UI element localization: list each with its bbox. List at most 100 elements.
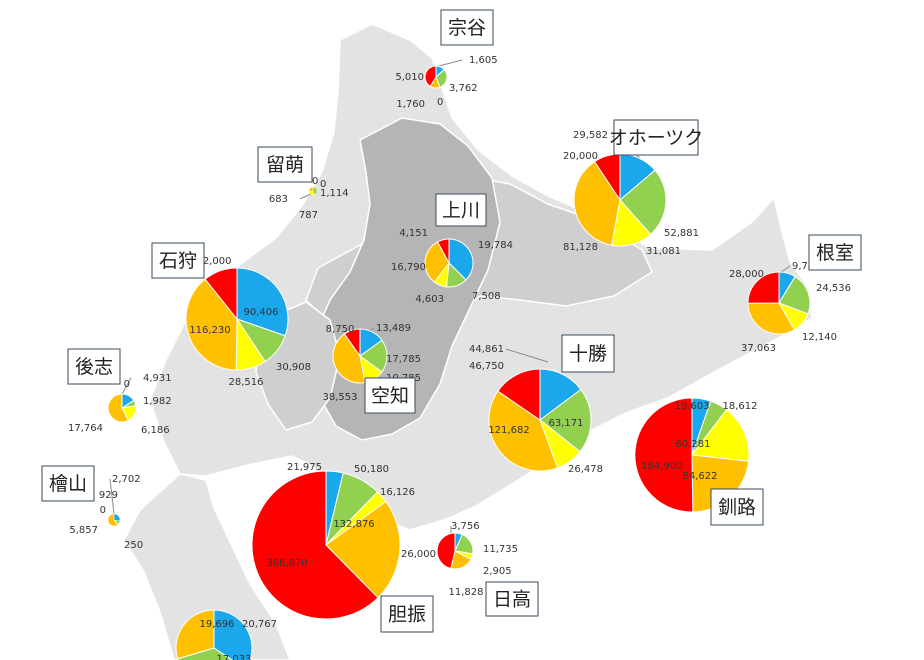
- region-name-hiyama: 檜山: [49, 472, 87, 495]
- slice-nemuro-green: [778, 275, 811, 315]
- leader-line-shiribeshi-0: [121, 377, 132, 395]
- slice-sorachi-red: [343, 328, 361, 358]
- value-label-hidaka-yellow: 2,905: [483, 566, 512, 577]
- pie-shiribeshi: 4,931 1,982 6,186 17,764 0 後志: [67, 348, 172, 436]
- region-label-box-rumoi: [257, 146, 313, 183]
- region-label-box-sorachi: [364, 377, 416, 414]
- value-label-iburi-orange: 132,876: [333, 519, 374, 530]
- value-label-rumoi-blue: 0: [320, 179, 326, 190]
- value-label-iburi-yellow: 16,126: [380, 487, 415, 498]
- region-name-sorachi: 空知: [371, 385, 409, 407]
- slice-hiyama-orange: [107, 513, 118, 527]
- value-label-kushiro-green: 18,612: [723, 401, 758, 412]
- slice-okhotsk-green: [619, 169, 667, 236]
- leader-line-soya-0: [438, 59, 463, 67]
- slice-tokachi-green: [539, 388, 592, 453]
- value-label-sorachi-green: 17,785: [386, 354, 421, 365]
- value-label-shiribeshi-blue: 4,931: [143, 373, 172, 384]
- value-label-kamikawa-blue: 19,784: [478, 240, 513, 251]
- pie-okhotsk: 29,582 52,881 31,081 81,128 20,000 オホーツク: [563, 119, 704, 257]
- region-label-box-ishikari: [151, 242, 205, 279]
- region-name-kushiro: 釧路: [718, 497, 756, 519]
- value-label-iburi-red: 366,870: [266, 558, 307, 569]
- slice-oshima-blue: [213, 609, 253, 660]
- region-name-soya: 宗谷: [448, 17, 486, 39]
- pie-soya: 1,605 3,762 0 1,760 5,010 宗谷: [395, 9, 498, 110]
- slice-iburi-red: [251, 470, 379, 620]
- leader-line-tokachi-0: [505, 348, 549, 363]
- value-label-hiyama-yellow: 250: [124, 540, 143, 551]
- region-name-shiribeshi: 後志: [75, 356, 113, 378]
- value-label-okhotsk-red: 20,000: [563, 151, 598, 162]
- value-label-shiribeshi-red: 0: [124, 379, 130, 390]
- region-name-rumoi: 留萌: [266, 154, 304, 176]
- region-label-box-hiyama: [41, 465, 95, 502]
- value-label-rumoi-yellow: 787: [299, 210, 318, 221]
- slice-ishikari-blue: [236, 267, 289, 337]
- region-name-hidaka: 日高: [493, 589, 531, 611]
- value-label-kushiro-red: 184,900: [641, 461, 682, 472]
- value-label-okhotsk-blue: 29,582: [573, 130, 608, 141]
- value-label-hidaka-green: 11,735: [483, 544, 518, 555]
- value-label-tokachi-orange: 121,682: [488, 425, 529, 436]
- slice-tokachi-red: [497, 368, 541, 421]
- value-label-hiyama-blue: 2,702: [112, 474, 141, 485]
- slice-kamikawa-blue: [448, 238, 474, 281]
- value-label-sorachi-red: 8,750: [326, 324, 355, 335]
- region-name-iburi: 胆振: [388, 604, 426, 626]
- value-label-oshima-green: 20,767: [242, 619, 277, 630]
- region-label-box-kushiro: [710, 488, 764, 526]
- value-label-hidaka-red: 26,000: [401, 549, 436, 560]
- value-label-kushiro-yellow: 60,281: [676, 439, 711, 450]
- value-label-soya-orange: 1,760: [396, 99, 425, 110]
- region-name-kamikawa: 上川: [442, 200, 480, 222]
- value-label-iburi-green: 50,180: [354, 464, 389, 475]
- value-label-hidaka-orange: 11,828: [449, 587, 484, 598]
- value-label-tokachi-red: 46,750: [469, 361, 504, 372]
- value-label-shiribeshi-yellow: 6,186: [141, 425, 170, 436]
- value-label-shiribeshi-green: 1,982: [143, 396, 172, 407]
- slice-iburi-orange: [325, 500, 401, 599]
- pie-iburi: 21,975 50,180 16,126 132,876 366,870 胆振: [251, 462, 434, 633]
- pie-tokachi: 44,861 63,171 26,478 121,682 46,750 十勝: [469, 334, 615, 475]
- value-label-ishikari-yellow: 28,516: [229, 377, 264, 388]
- value-label-hidaka-blue: 3,756: [451, 521, 480, 532]
- value-label-soya-yellow: 0: [437, 97, 443, 108]
- value-label-kamikawa-green: 7,508: [472, 291, 501, 302]
- region-label-box-soya: [440, 9, 494, 46]
- value-label-tokachi-blue: 44,861: [469, 344, 504, 355]
- slice-oshima-orange: [175, 609, 215, 660]
- value-label-soya-blue: 1,605: [469, 55, 498, 66]
- region-label-box-shiribeshi: [67, 348, 121, 385]
- slice-soya-red: [424, 65, 437, 88]
- slice-okhotsk-orange: [573, 160, 621, 246]
- value-label-okhotsk-orange: 81,128: [563, 242, 598, 253]
- region-name-okhotsk: オホーツク: [609, 127, 704, 149]
- value-label-oshima-blue: 19,696: [200, 619, 235, 630]
- value-label-nemuro-red: 28,000: [729, 269, 764, 280]
- slice-oshima-green: [176, 647, 234, 660]
- value-label-sorachi-blue: 13,489: [376, 323, 411, 334]
- slice-hidaka-red: [436, 532, 456, 570]
- value-label-ishikari-green: 30,908: [276, 362, 311, 373]
- land-southwest-peninsula: [123, 473, 291, 660]
- value-label-tokachi-yellow: 26,478: [568, 464, 603, 475]
- slice-tokachi-orange: [488, 390, 559, 472]
- pie-kamikawa: 19,784 7,508 4,603 16,790 4,151 上川: [391, 193, 513, 305]
- slice-ishikari-orange: [185, 278, 238, 371]
- value-label-ishikari-orange: 116,230: [189, 325, 230, 336]
- value-label-nemuro-yellow: 12,140: [802, 332, 837, 343]
- value-label-kamikawa-red: 4,151: [399, 228, 428, 239]
- slice-kamikawa-red: [436, 238, 450, 264]
- value-label-hiyama-green: 929: [99, 490, 118, 501]
- value-label-soya-red: 5,010: [395, 72, 424, 83]
- region-label-box-tokachi: [561, 334, 615, 373]
- region-name-tokachi: 十勝: [569, 343, 607, 365]
- slice-nemuro-red: [747, 271, 780, 304]
- value-label-tokachi-green: 63,171: [549, 418, 584, 429]
